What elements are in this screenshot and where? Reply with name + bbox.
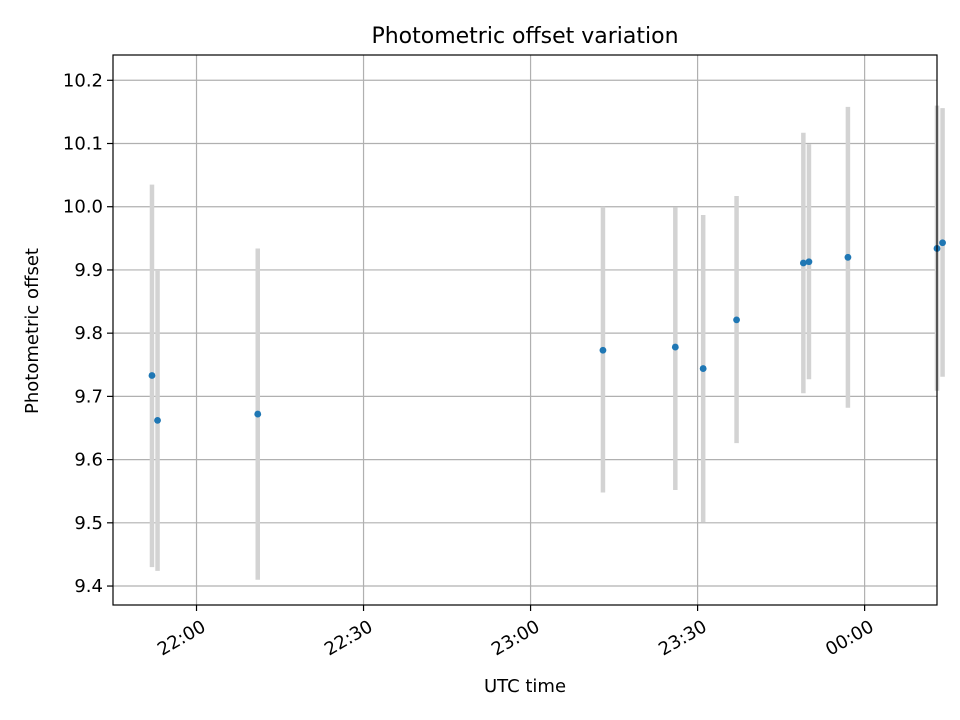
- chart-title: Photometric offset variation: [371, 24, 678, 49]
- tick-layer: 22:0022:3023:0023:3000:0000:3001:0001:30…: [63, 70, 878, 660]
- plot-frame: [112, 54, 938, 606]
- x-tick-label: 22:00: [154, 616, 209, 660]
- data-point: [599, 346, 607, 354]
- data-point: [733, 316, 740, 324]
- y-tick-label: 10.2: [63, 70, 103, 91]
- y-axis-label: Photometric offset: [22, 248, 43, 414]
- data-point: [699, 365, 707, 372]
- x-tick-label: 23:30: [655, 616, 710, 660]
- data-point: [254, 410, 262, 418]
- point-layer: [148, 239, 946, 424]
- data-point: [799, 259, 807, 267]
- y-tick-label: 9.8: [74, 323, 103, 344]
- x-tick-label: 22:30: [321, 616, 376, 660]
- y-tick-label: 9.4: [74, 576, 103, 597]
- data-point: [805, 258, 813, 266]
- y-tick-label: 10.1: [63, 134, 103, 155]
- data-point: [939, 239, 946, 247]
- y-tick-label: 9.5: [74, 513, 103, 534]
- errorbar-layer: [149, 105, 945, 580]
- data-point: [148, 372, 156, 379]
- data-point: [844, 253, 852, 261]
- x-tick-label: 23:00: [488, 616, 543, 660]
- data-point: [154, 417, 161, 424]
- y-tick-label: 9.7: [74, 386, 103, 407]
- y-tick-label: 9.9: [74, 260, 103, 281]
- data-point: [671, 343, 679, 351]
- y-tick-label: 10.0: [63, 197, 103, 218]
- x-axis-label: UTC time: [484, 676, 566, 697]
- y-tick-label: 9.6: [74, 450, 103, 471]
- grid-layer: [113, 55, 937, 605]
- x-tick-label: 00:00: [822, 616, 877, 660]
